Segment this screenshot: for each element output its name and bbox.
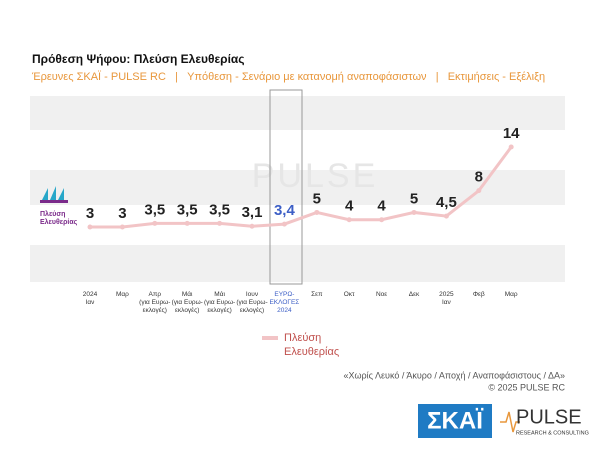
value-label: 5 [313,190,321,207]
x-tick-label: Οκτ [344,291,355,298]
value-label: 3,5 [209,201,230,218]
band [30,170,565,205]
pulse-logo: PULSE [516,406,582,428]
x-tick-label: Σεπ [311,291,323,298]
value-label: 3 [118,205,126,222]
point [184,220,190,226]
point [314,209,320,215]
pulse-icon [500,411,520,433]
party-logo-text: Πλεύση Ελευθερίας [40,210,78,226]
chart-title: Πρόθεση Ψήφου: Πλεύση Ελευθερίας [32,52,245,66]
value-label: 8 [475,169,483,186]
highlight-box [269,89,303,285]
point [249,223,255,229]
value-label: 3,1 [242,204,263,221]
point [411,209,417,215]
value-label: 3,5 [144,201,165,218]
point [119,224,125,230]
value-label: 3,5 [177,201,198,218]
x-tick-label: Απρ (για Ευρω-εκλογές) [139,291,170,314]
point [346,217,352,223]
x-tick-label: 2025 Ιαν [439,291,454,306]
pulse-tagline: RESEARCH & CONSULTING [516,430,589,436]
x-tick-label: Ιουν (για Ευρω-εκλογές) [236,291,267,314]
point [508,144,514,150]
point [281,221,287,227]
note: «Χωρίς Λευκό / Άκυρο / Αποχή / Αναποφάσι… [344,370,565,380]
x-tick-label: Μάι (για Ευρω-εκλογές) [172,290,203,314]
skai-logo-text: ΣΚΑΪ [427,407,484,434]
x-tick-label: 2024 Ιαν [83,291,98,306]
point [87,224,93,230]
party-logo [40,186,68,203]
band [30,96,565,130]
value-label: 4 [377,198,386,215]
series-line [90,146,513,229]
point [152,220,158,226]
subtitle: Έρευνες ΣΚΑΪ - PULSE RC | Υπόθεση - Σενά… [31,71,545,83]
x-tick-label: Νοε [376,291,387,298]
x-tick-label: Μαρ [116,291,129,298]
value-label: 3 [86,205,94,222]
point [476,188,482,194]
value-label: 5 [410,190,418,207]
note: © 2025 PULSE RC [488,382,565,392]
x-tick-label: Μάι (για Ευρω-εκλογές) [204,290,235,314]
value-label: 3,4 [274,202,296,219]
value-label: 4,5 [436,194,457,211]
watermark: PULSE [252,157,379,195]
x-tick-label: Δεκ [409,291,420,298]
point [443,213,449,219]
point [379,217,385,223]
x-tick-label: Μαρ [505,291,518,298]
value-label: 14 [503,125,520,142]
legend-label[interactable]: Πλεύση Ελευθερίας [284,332,339,358]
band [30,245,565,282]
x-tick-label: Φεβ [473,291,485,298]
point [217,220,223,226]
skai-logo [418,404,492,438]
x-tick-label: ΕΥΡΩ-ΕΚΛΟΓΕΣ 2024 [269,291,299,314]
value-label: 4 [345,198,354,215]
